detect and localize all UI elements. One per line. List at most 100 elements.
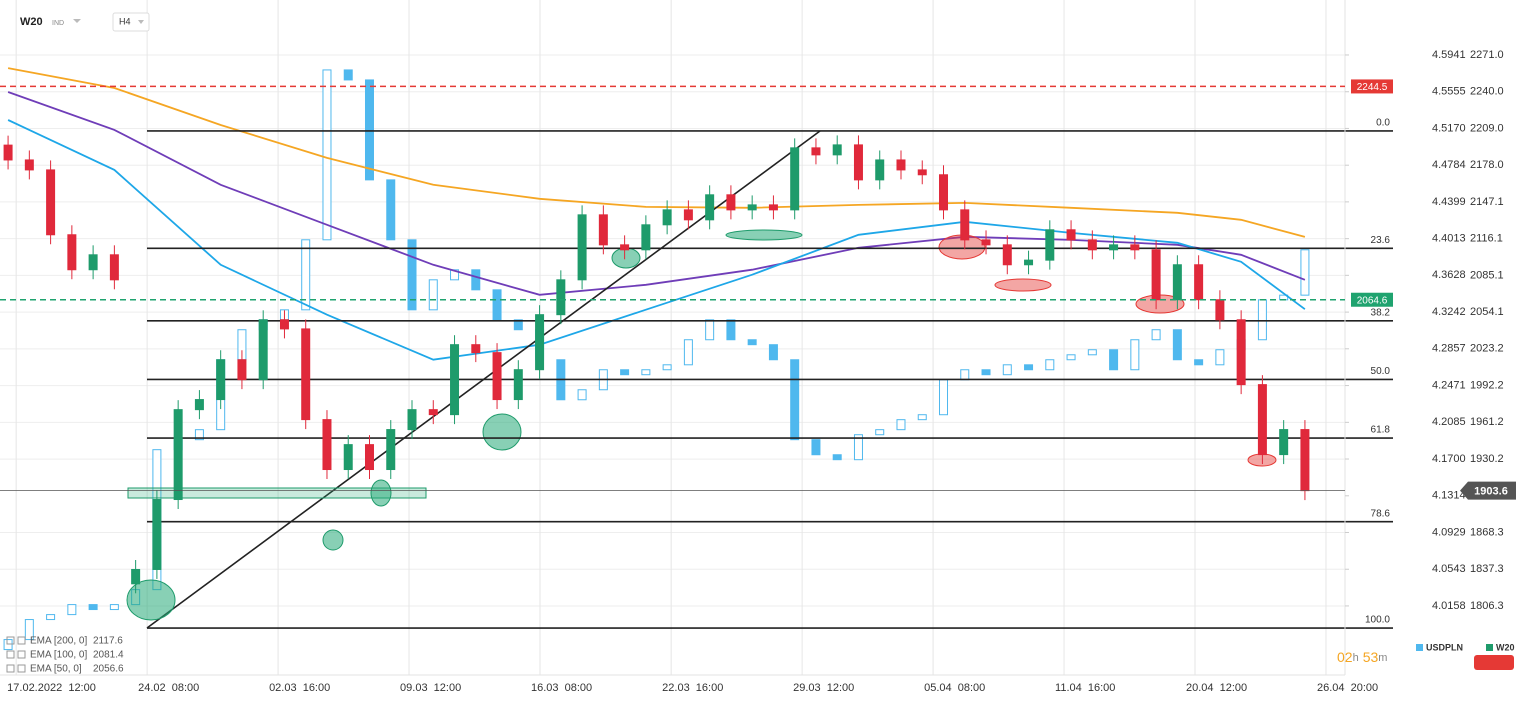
y2-tick-label: 4.2471 (1432, 379, 1466, 391)
price-tag (1351, 292, 1393, 307)
candle-body (1045, 359, 1055, 371)
candle-body (46, 169, 56, 236)
candle-body (1194, 359, 1204, 366)
candle-body (24, 159, 34, 171)
candle-body (1257, 299, 1267, 341)
interval-button[interactable] (112, 12, 150, 32)
y-tick-label: 1806.3 (1470, 600, 1504, 612)
candle-body (471, 269, 481, 291)
candle-body (3, 144, 13, 161)
highlight-ellipse (482, 413, 522, 451)
x-tick-label: 02.03 16:00 (269, 682, 330, 694)
candle-body (1215, 349, 1225, 366)
fib-label: 0.0 (1376, 118, 1390, 129)
legend-symbol: USDPLN (1426, 642, 1463, 652)
countdown-hours: 02 (1337, 649, 1353, 665)
candle-body (1087, 239, 1097, 251)
candle-body (152, 499, 162, 570)
candle-body (683, 339, 693, 366)
legend-icon (17, 636, 26, 645)
x-tick-label: 11.04 16:00 (1055, 682, 1115, 694)
candle-body (917, 414, 927, 421)
x-tick-label: 16.03 08:00 (531, 682, 592, 694)
fib-label: 78.6 (1371, 508, 1391, 519)
legend-swatch (1416, 644, 1423, 651)
candle-body (301, 239, 311, 311)
fib-label: 100.0 (1365, 615, 1390, 626)
dropdown-icon[interactable] (73, 19, 81, 23)
candle-body (939, 379, 949, 416)
ema-line (7, 91, 1306, 296)
candle-body (513, 369, 523, 401)
candle-body (492, 289, 502, 321)
w20-layer (3, 135, 1310, 594)
legend-symbol: W20 (1496, 642, 1515, 652)
y2-tick-label: 4.5555 (1432, 86, 1466, 98)
candle-body (960, 369, 970, 381)
legend-name: EMA [200, 0] (30, 636, 87, 647)
y-tick-label: 1837.3 (1470, 563, 1504, 575)
candle-body (683, 209, 693, 221)
candle-body (662, 209, 672, 226)
candle-body (1130, 244, 1140, 251)
candle-body (705, 194, 715, 221)
y2-tick-label: 4.3628 (1432, 269, 1466, 281)
candle-body (1087, 349, 1097, 356)
price-tag-label: 2244.5 (1357, 82, 1388, 93)
candle-body (1130, 339, 1140, 371)
candle-body (194, 399, 204, 411)
candle-body (279, 319, 289, 330)
candle-body (1002, 244, 1012, 266)
candle-body (450, 269, 460, 281)
candle-body (556, 279, 566, 316)
close-button[interactable] (1474, 655, 1514, 670)
candle-body (896, 419, 906, 431)
candle-body (1257, 384, 1267, 456)
candle-body (1215, 299, 1225, 321)
price-tags: 2244.5 2064.6 1903.6 (0, 79, 1516, 500)
candle-body (747, 204, 757, 211)
highlight-ellipse (370, 479, 392, 507)
candle-body (1236, 319, 1246, 386)
x-tick-label: 17.02.2022 12:00 (7, 682, 96, 694)
legend-value: 2081.4 (93, 650, 124, 661)
candle-body (1109, 244, 1119, 251)
y-tick-label: 2271.0 (1470, 49, 1504, 61)
candle-body (428, 409, 438, 416)
price-tag-label: 2064.6 (1357, 295, 1388, 306)
candle-body (747, 339, 757, 346)
candle-body (46, 614, 56, 621)
candle-body (109, 604, 119, 611)
candle-body (726, 319, 736, 341)
candle-body (364, 79, 374, 181)
countdown-unit: m (1378, 652, 1387, 664)
legend-icon (17, 650, 26, 659)
candle-body (768, 204, 778, 211)
candle-body (407, 239, 417, 311)
candle-body (1172, 264, 1182, 301)
candle-body (88, 254, 98, 271)
candle-body (450, 344, 460, 416)
candle-body (173, 409, 183, 501)
candle-body (322, 69, 332, 241)
candle-body (386, 179, 396, 241)
x-tick-label: 05.04 08:00 (924, 682, 985, 694)
y-tick-label: 2023.2 (1470, 343, 1504, 355)
candle-body (1300, 429, 1310, 492)
candle-body (535, 314, 545, 371)
candle-body (301, 328, 311, 421)
candle-body (981, 239, 991, 246)
legend-icon (6, 650, 15, 659)
candle-body (577, 214, 587, 281)
candle-body (811, 439, 821, 456)
candle-body (492, 352, 502, 401)
candle-body (343, 444, 353, 471)
candle-body (641, 224, 651, 251)
y-tick-label: 1961.2 (1470, 416, 1504, 428)
legend-name: EMA [100, 0] (30, 650, 87, 661)
candle-body (875, 159, 885, 181)
candle-body (237, 359, 247, 381)
y-tick-label: 1992.2 (1470, 379, 1504, 391)
candle-body (258, 319, 268, 381)
candle-body (790, 147, 800, 211)
